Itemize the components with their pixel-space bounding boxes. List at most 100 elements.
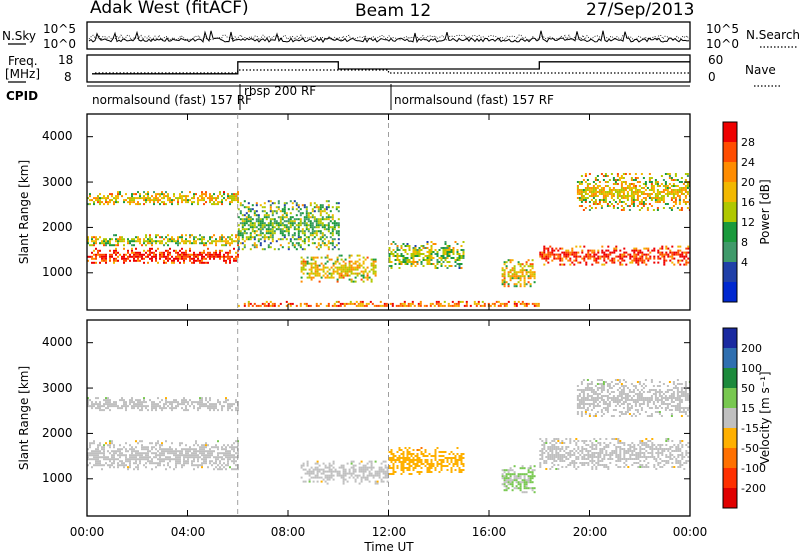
data-cell (634, 173, 637, 175)
data-cell (233, 442, 235, 445)
data-cell (596, 195, 599, 197)
data-cell (525, 491, 528, 494)
data-cell (583, 440, 586, 442)
data-cell (135, 440, 137, 443)
data-cell (341, 302, 344, 305)
data-cell (117, 405, 119, 408)
data-cell (643, 247, 646, 250)
data-cell (449, 304, 452, 307)
data-cell (309, 212, 312, 215)
data-cell (637, 251, 640, 254)
data-cell (629, 253, 632, 256)
data-cell (420, 467, 423, 469)
data-cell (322, 462, 325, 465)
data-cell (543, 255, 546, 258)
data-cell (551, 456, 554, 458)
data-cell (453, 304, 456, 307)
data-cell (673, 263, 676, 266)
data-cell (348, 256, 351, 259)
data-cell (619, 456, 622, 458)
data-cell (551, 259, 554, 262)
data-cell (685, 251, 688, 254)
data-cell (89, 444, 91, 447)
data-cell (213, 197, 215, 200)
data-cell (580, 195, 583, 197)
data-cell (257, 228, 260, 231)
data-cell (313, 232, 316, 235)
data-cell (147, 446, 149, 449)
data-cell (376, 472, 379, 475)
data-cell (301, 222, 304, 225)
data-cell (95, 255, 97, 258)
data-cell (612, 205, 615, 207)
data-cell (475, 304, 478, 307)
data-cell (683, 257, 686, 260)
data-cell (408, 249, 411, 251)
data-cell (251, 244, 254, 247)
data-cell (391, 302, 394, 305)
data-cell (608, 179, 611, 181)
data-cell (225, 401, 227, 404)
data-cell (267, 228, 270, 231)
data-cell (545, 442, 548, 444)
data-cell (249, 248, 252, 251)
data-cell (646, 207, 649, 209)
data-cell (173, 240, 175, 243)
data-cell (584, 201, 587, 203)
data-cell (201, 197, 203, 200)
data-cell (199, 195, 201, 198)
data-cell (364, 466, 367, 469)
data-cell (201, 446, 203, 449)
data-cell (325, 218, 328, 221)
data-cell (141, 253, 143, 256)
data-cell (299, 212, 302, 215)
data-cell (239, 242, 242, 245)
data-cell (586, 185, 589, 187)
data-cell (97, 405, 99, 408)
data-cell (115, 452, 117, 455)
data-cell (672, 201, 675, 203)
data-cell (171, 199, 173, 202)
data-cell (165, 468, 167, 471)
data-cell (649, 440, 652, 442)
data-cell (603, 458, 606, 460)
data-cell (91, 251, 93, 254)
data-cell (315, 304, 318, 307)
data-cell (384, 464, 387, 467)
data-cell (636, 193, 639, 195)
data-cell (358, 468, 361, 471)
data-cell (632, 203, 635, 205)
data-cell (610, 173, 613, 175)
data-cell (551, 446, 554, 448)
data-cell (432, 455, 435, 457)
data-cell (316, 474, 319, 477)
data-cell (394, 255, 397, 257)
data-cell (113, 446, 115, 449)
data-cell (436, 447, 439, 449)
data-cell (460, 249, 463, 251)
data-cell (308, 276, 311, 279)
data-cell (541, 456, 544, 458)
data-cell (105, 238, 107, 241)
data-cell (661, 253, 664, 256)
data-cell (297, 204, 300, 207)
data-cell (195, 242, 197, 245)
data-cell (91, 244, 93, 247)
data-cell (225, 450, 227, 453)
data-cell (167, 458, 169, 461)
data-cell (442, 255, 445, 257)
data-cell (561, 456, 564, 458)
data-cell (97, 452, 99, 455)
data-cell (143, 240, 145, 243)
data-cell (344, 262, 347, 265)
data-cell (283, 204, 286, 207)
data-cell (101, 448, 103, 451)
data-cell (217, 240, 219, 243)
data-cell (277, 238, 280, 241)
data-cell (143, 197, 145, 200)
data-cell (193, 405, 195, 408)
data-cell (159, 464, 161, 467)
data-cell (549, 458, 552, 460)
data-cell (181, 234, 183, 237)
data-cell (125, 199, 127, 202)
